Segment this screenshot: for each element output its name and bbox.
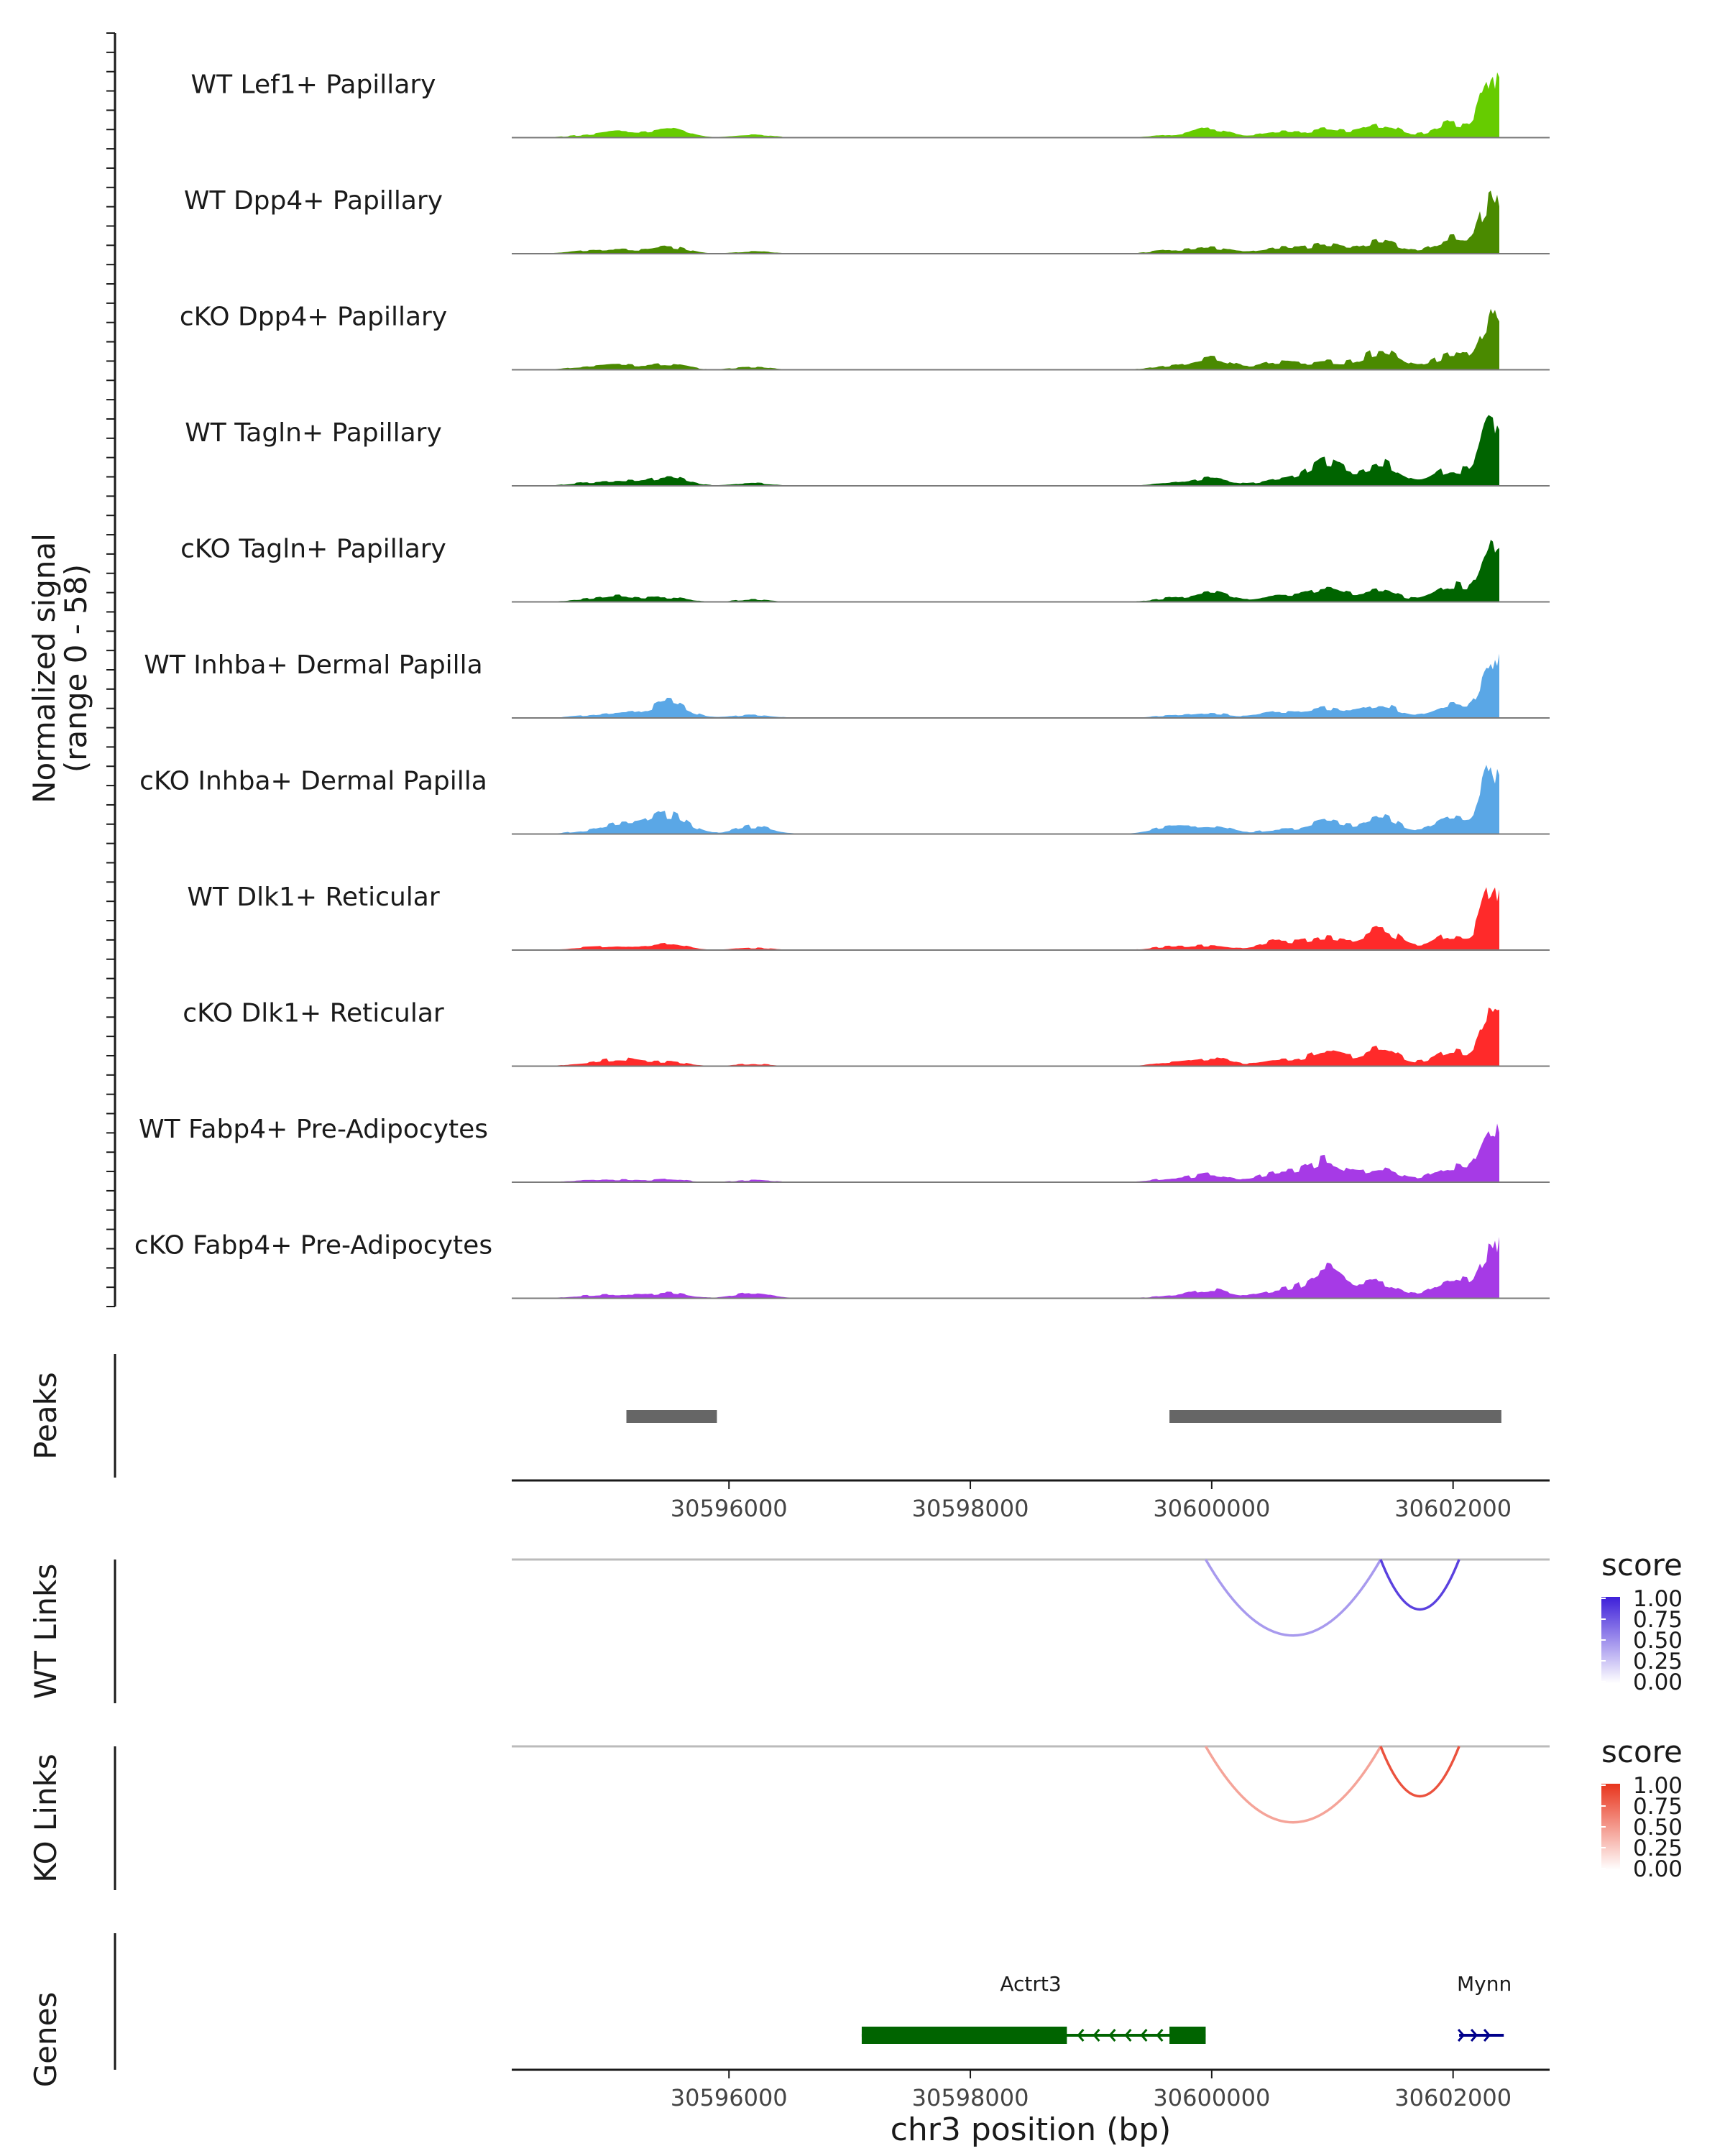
coverage-area bbox=[512, 1236, 1499, 1299]
coverage-track-label: WT Dpp4+ Papillary bbox=[184, 186, 443, 216]
links-legend-tick-label: 0.50 bbox=[1633, 1628, 1683, 1654]
coverage-area bbox=[512, 72, 1499, 138]
link-arc bbox=[1204, 1746, 1382, 1824]
x-axis-genes: 30596000 30598000 30600000 30602000 bbox=[512, 2068, 1550, 2111]
coverage-track: cKO Dpp4+ Papillary bbox=[180, 303, 1550, 371]
link-arc bbox=[1379, 1746, 1460, 1798]
links-legend-tick-label: 0.00 bbox=[1633, 1669, 1683, 1695]
gene-model: Actrt3 bbox=[861, 1972, 1206, 2044]
peaks-panel bbox=[114, 1354, 1501, 1478]
peak-bar bbox=[626, 1410, 717, 1423]
coverage-track-label: WT Dlk1+ Reticular bbox=[187, 883, 439, 912]
x-axis-tick-label: 30600000 bbox=[1153, 1495, 1270, 1522]
coverage-area bbox=[512, 653, 1499, 718]
coverage-area bbox=[512, 190, 1499, 254]
links-legend-tick-label: 1.00 bbox=[1633, 1773, 1683, 1799]
coverage-track: WT Dlk1+ Reticular bbox=[187, 883, 1550, 951]
link-arc bbox=[1204, 1559, 1382, 1637]
coverage-track-label: WT Tagln+ Papillary bbox=[185, 418, 442, 448]
coverage-track: WT Lef1+ Papillary bbox=[191, 70, 1550, 139]
links-legend-tick-label: 0.25 bbox=[1633, 1835, 1683, 1861]
gene-strand-arrow bbox=[1457, 2029, 1466, 2042]
coverage-area bbox=[512, 887, 1499, 950]
x-axis-tick-label: 30598000 bbox=[912, 2084, 1029, 2111]
links-panel: KO Links score 1.000.750.500.250.00 bbox=[28, 1734, 1683, 1890]
gene-strand-arrow bbox=[1092, 2029, 1100, 2042]
x-axis-tick-label: 30596000 bbox=[671, 2084, 788, 2111]
peak-bar bbox=[1169, 1410, 1501, 1423]
gene-strand-arrow bbox=[1077, 2029, 1085, 2042]
coverage-panel: WT Lef1+ Papillary WT Dpp4+ Papillary cKO … bbox=[106, 32, 1550, 1307]
coverage-track-label: cKO Dlk1+ Reticular bbox=[183, 999, 444, 1028]
gene-strand-arrow bbox=[1124, 2029, 1132, 2042]
x-axis-title: chr3 position (bp) bbox=[891, 2111, 1172, 2148]
coverage-track-label: cKO Dpp4+ Papillary bbox=[180, 303, 447, 332]
coverage-track: WT Tagln+ Papillary bbox=[185, 415, 1550, 487]
gene-strand-arrow bbox=[1483, 2029, 1491, 2042]
links-legend-tick-label: 0.50 bbox=[1633, 1815, 1683, 1841]
coverage-track: WT Fabp4+ Pre-Adipocytes bbox=[139, 1115, 1550, 1183]
coverage-y-label-range: (range 0 - 58) bbox=[58, 564, 93, 773]
gene-label: Mynn bbox=[1457, 1972, 1512, 1996]
gene-strand-arrow bbox=[1140, 2029, 1148, 2042]
coverage-track: cKO Dlk1+ Reticular bbox=[183, 999, 1550, 1067]
links-legend-title: score bbox=[1601, 1734, 1683, 1769]
coverage-y-label: Normalized signal bbox=[27, 533, 62, 803]
links-legend-title: score bbox=[1601, 1547, 1683, 1583]
gene-model: Mynn bbox=[1457, 1972, 1512, 2042]
coverage-track: cKO Fabp4+ Pre-Adipocytes bbox=[134, 1231, 1550, 1299]
links-legend-tick-label: 1.00 bbox=[1633, 1586, 1683, 1612]
links-legend-tick-label: 0.25 bbox=[1633, 1649, 1683, 1674]
coverage-area bbox=[512, 765, 1499, 834]
x-axis-tick-label: 30602000 bbox=[1394, 1495, 1512, 1522]
x-axis-tick-label: 30602000 bbox=[1394, 2084, 1512, 2111]
links-panel: WT Links score 1.000.750.500.250.00 bbox=[28, 1547, 1683, 1703]
peaks-label: Peaks bbox=[28, 1372, 63, 1460]
coverage-area bbox=[512, 415, 1499, 486]
x-axis-tick-label: 30596000 bbox=[671, 1495, 788, 1522]
genes-label: Genes bbox=[28, 1992, 63, 2088]
coverage-track: cKO Tagln+ Papillary bbox=[180, 535, 1550, 603]
coverage-track-label: WT Inhba+ Dermal Papilla bbox=[144, 650, 482, 680]
coverage-track: WT Inhba+ Dermal Papilla bbox=[144, 650, 1550, 719]
links-panel-label: WT Links bbox=[28, 1564, 63, 1699]
gene-strand-arrow bbox=[1470, 2029, 1478, 2042]
links-panel-label: KO Links bbox=[28, 1754, 63, 1883]
link-arc bbox=[1379, 1559, 1460, 1611]
gene-label: Actrt3 bbox=[1000, 1972, 1061, 1996]
coverage-track: WT Dpp4+ Papillary bbox=[184, 186, 1550, 254]
gene-exon bbox=[1169, 2027, 1206, 2044]
genes-panel: Actrt3 Mynn bbox=[114, 1933, 1512, 2070]
coverage-track-label: cKO Inhba+ Dermal Papilla bbox=[139, 767, 487, 796]
coverage-track-label: cKO Fabp4+ Pre-Adipocytes bbox=[134, 1231, 492, 1261]
coverage-area bbox=[512, 1007, 1499, 1067]
links-legend-tick-label: 0.00 bbox=[1633, 1856, 1683, 1882]
coverage-track-label: WT Lef1+ Papillary bbox=[191, 70, 436, 100]
x-axis-tick-label: 30598000 bbox=[912, 1495, 1029, 1522]
coverage-track-label: cKO Tagln+ Papillary bbox=[180, 535, 446, 564]
coverage-area bbox=[512, 308, 1499, 370]
coverage-area bbox=[512, 1123, 1499, 1182]
gene-strand-arrow bbox=[1108, 2029, 1116, 2042]
coverage-area bbox=[512, 540, 1499, 602]
gene-strand-arrow bbox=[1156, 2029, 1164, 2042]
coverage-track-label: WT Fabp4+ Pre-Adipocytes bbox=[139, 1115, 488, 1144]
x-axis-tick-label: 30600000 bbox=[1153, 2084, 1270, 2111]
links-legend-tick-label: 0.75 bbox=[1633, 1607, 1683, 1633]
gene-exon bbox=[861, 2027, 1067, 2044]
coverage-track: cKO Inhba+ Dermal Papilla bbox=[139, 765, 1550, 835]
links-legend-tick-label: 0.75 bbox=[1633, 1794, 1683, 1820]
x-axis-peaks: 30596000 30598000 30600000 30602000 bbox=[512, 1479, 1550, 1522]
